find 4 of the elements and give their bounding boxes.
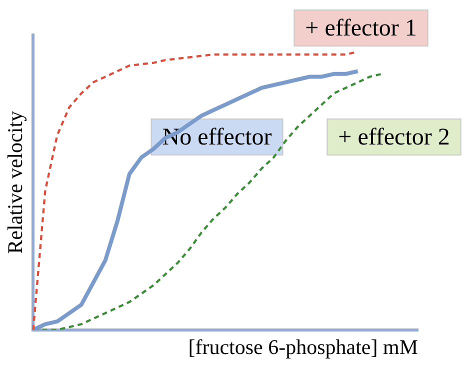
series-label: + effector 1 (305, 15, 417, 42)
x-axis-title: [fructose 6-phosphate] mM (188, 334, 418, 359)
series-label: + effector 2 (338, 124, 450, 150)
y-axis-title: Relative velocity (3, 110, 28, 254)
